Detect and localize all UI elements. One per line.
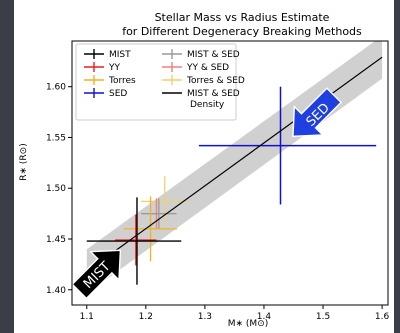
window-edge-left [0, 0, 14, 333]
legend-entry-mist-and-sed: MIST & SED [162, 49, 240, 60]
legend-label: YY & SED [186, 63, 229, 73]
legend-label: SED [109, 89, 127, 99]
y-tick-label: 1.45 [46, 235, 66, 245]
legend-label: MIST [109, 50, 131, 60]
x-tick-label: 1.2 [139, 312, 153, 322]
errorbar-mist-and-sed [141, 198, 177, 229]
x-tick-label: 1.3 [198, 312, 212, 322]
legend-label: MIST & SED [187, 50, 240, 60]
chart: Stellar Mass vs Radius Estimate for Diff… [19, 11, 390, 329]
y-tick-label: 1.55 [46, 133, 66, 143]
density-line [86, 56, 383, 272]
errorbar-sed [198, 86, 377, 205]
y-tick-label: 1.50 [46, 184, 66, 194]
legend-entry-torres-and-sed: Torres & SED [162, 75, 245, 86]
figure: Stellar Mass vs Radius Estimate for Diff… [14, 0, 394, 333]
errorbar-mist [86, 197, 182, 285]
legend-entry-yy-and-sed: YY & SED [162, 62, 229, 73]
chart-subtitle: for Different Degeneracy Breaking Method… [122, 25, 362, 38]
legend-entry-yy: YY [84, 62, 120, 73]
plot-content [86, 41, 383, 294]
legend-label: Torres & SED [186, 76, 245, 86]
y-axis-label: R∗ (R⊙) [19, 143, 29, 180]
x-tick-label: 1.6 [375, 312, 390, 322]
x-tick-label: 1.5 [316, 312, 330, 322]
x-axis: 1.1 1.2 1.3 1.4 1.5 1.6 [80, 305, 390, 322]
y-tick-label: 1.60 [46, 83, 66, 93]
x-tick-label: 1.1 [80, 312, 94, 322]
plot-area: MIST SED [71, 41, 383, 300]
legend-box [75, 43, 237, 121]
errorbar-torres [123, 196, 178, 262]
legend-entry-sed: SED [84, 88, 127, 99]
legend-entry-mist-and-sed-density: MIST & SED Density [162, 89, 240, 110]
x-axis-label: M∗ (M⊙) [228, 319, 269, 329]
plot-frame [71, 40, 389, 306]
errorbar-yy [115, 214, 157, 266]
density-band [86, 41, 383, 294]
chart-title: Stellar Mass vs Radius Estimate [155, 11, 330, 24]
window-edge-right [394, 0, 400, 333]
legend-entry-mist: MIST [84, 49, 131, 60]
y-tick-label: 1.40 [46, 286, 66, 296]
legend-entry-torres: Torres [84, 75, 136, 86]
legend-label: YY [108, 63, 120, 73]
legend: MIST YY Torres SED MIST & SED YY & SED Torres … [75, 43, 245, 121]
legend-label: Torres [108, 76, 136, 86]
errorbar-torres-and-sed [141, 176, 189, 227]
y-axis: 1.40 1.45 1.50 1.55 1.60 [46, 83, 72, 296]
legend-label: MIST & SED Density [187, 89, 240, 110]
x-tick-label: 1.4 [257, 312, 272, 322]
